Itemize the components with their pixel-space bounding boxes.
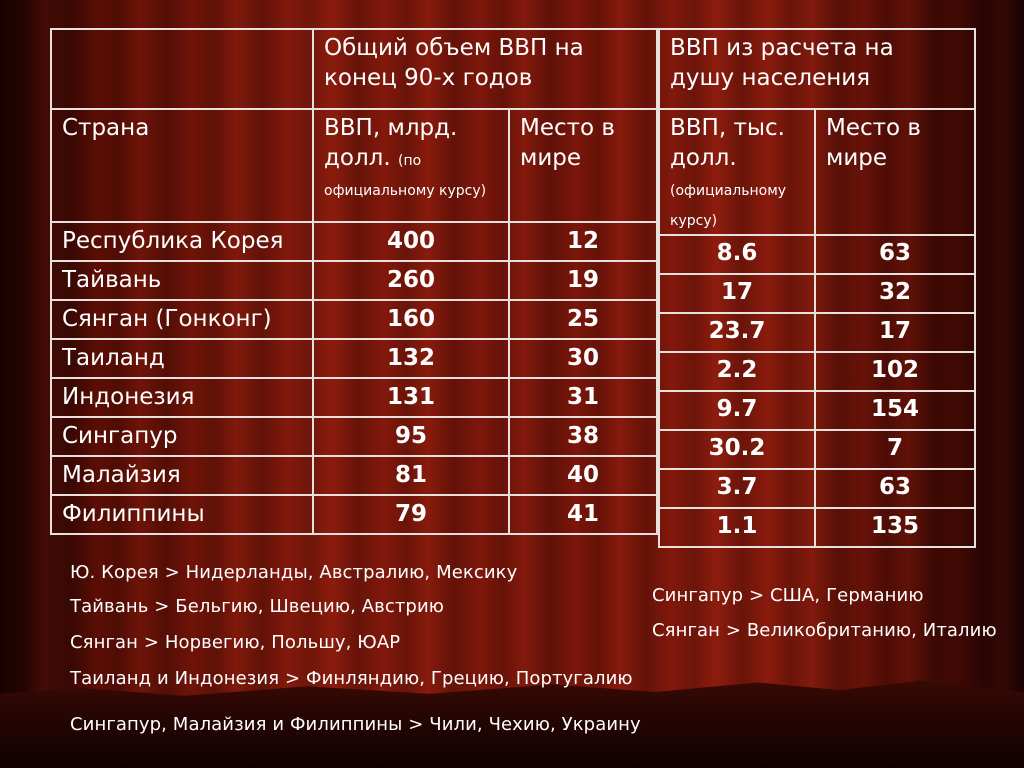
country-cell: Малайзия (51, 456, 313, 495)
per-capita-place-cell: 154 (815, 391, 975, 430)
table-row: 1.1 135 (659, 508, 975, 547)
per-capita-gdp-table: ВВП из расчета на душу населения ВВП, ты… (658, 28, 976, 548)
world-place-header: Место в мире (509, 109, 657, 222)
per-capita-place-cell: 63 (815, 235, 975, 274)
gdp-billion-cell: 131 (313, 378, 509, 417)
gdp-billion-cell: 95 (313, 417, 509, 456)
gdp-per-capita-cell: 2.2 (659, 352, 815, 391)
total-gdp-group-header: Общий объем ВВП на конец 90-х годов (313, 29, 657, 109)
world-place-cell: 31 (509, 378, 657, 417)
table-row: Тайвань 260 19 (51, 261, 657, 300)
world-place-cell: 19 (509, 261, 657, 300)
country-cell: Филиппины (51, 495, 313, 534)
table-row: 17 32 (659, 274, 975, 313)
note-hongkong: Сянган > Норвегию, Польшу, ЮАР (70, 632, 400, 653)
gdp-per-capita-cell: 23.7 (659, 313, 815, 352)
table-row: 2.2 102 (659, 352, 975, 391)
gdp-billion-cell: 400 (313, 222, 509, 261)
country-cell: Тайвань (51, 261, 313, 300)
gdp-per-capita-cell: 3.7 (659, 469, 815, 508)
gdp-thousand-header: ВВП, тыс. долл. (официальному курсу) (659, 109, 815, 235)
country-cell: Таиланд (51, 339, 313, 378)
gdp-thousand-header-note: (официальному курсу) (670, 183, 786, 229)
per-capita-place-cell: 7 (815, 430, 975, 469)
table-row: 8.6 63 (659, 235, 975, 274)
gdp-billion-cell: 160 (313, 300, 509, 339)
note-korea: Ю. Корея > Нидерланды, Австралию, Мексик… (70, 562, 517, 583)
table-row: Индонезия 131 31 (51, 378, 657, 417)
note-taiwan: Тайвань > Бельгию, Швецию, Австрию (70, 596, 444, 617)
gdp-per-capita-cell: 17 (659, 274, 815, 313)
gdp-billion-header-label: ВВП, млрд. долл. (324, 115, 457, 171)
per-capita-place-cell: 32 (815, 274, 975, 313)
table-row: Таиланд 132 30 (51, 339, 657, 378)
world-place-cell: 12 (509, 222, 657, 261)
world-place-cell: 30 (509, 339, 657, 378)
table-row: 23.7 17 (659, 313, 975, 352)
gdp-billion-cell: 132 (313, 339, 509, 378)
world-place-cell: 38 (509, 417, 657, 456)
per-capita-place-cell: 102 (815, 352, 975, 391)
world-place-cell: 25 (509, 300, 657, 339)
gdp-per-capita-cell: 9.7 (659, 391, 815, 430)
per-capita-place-cell: 63 (815, 469, 975, 508)
note-thailand-indonesia: Таиланд и Индонезия > Финляндию, Грецию,… (70, 668, 633, 689)
total-gdp-table: Общий объем ВВП на конец 90-х годов Стра… (50, 28, 658, 535)
country-cell: Республика Корея (51, 222, 313, 261)
table-row: Сингапур 95 38 (51, 417, 657, 456)
gdp-per-capita-cell: 30.2 (659, 430, 815, 469)
gdp-per-capita-cell: 1.1 (659, 508, 815, 547)
gdp-thousand-header-label: ВВП, тыс. долл. (670, 115, 785, 171)
country-cell: Сянган (Гонконг) (51, 300, 313, 339)
country-cell: Индонезия (51, 378, 313, 417)
table-row: 30.2 7 (659, 430, 975, 469)
table-row: Малайзия 81 40 (51, 456, 657, 495)
gdp-billion-cell: 260 (313, 261, 509, 300)
table-row: Филиппины 79 41 (51, 495, 657, 534)
table-row: Республика Корея 400 12 (51, 222, 657, 261)
gdp-billion-cell: 81 (313, 456, 509, 495)
gdp-billion-header: ВВП, млрд. долл. (по официальному курсу) (313, 109, 509, 222)
world-place-cell: 40 (509, 456, 657, 495)
country-header: Страна (51, 109, 313, 222)
country-cell: Сингапур (51, 417, 313, 456)
note-singapore-per-capita: Сингапур > США, Германию (652, 585, 924, 606)
per-capita-group-header: ВВП из расчета на душу населения (659, 29, 975, 109)
note-hongkong-per-capita: Сянган > Великобританию, Италию (652, 620, 997, 641)
table-row: Сянган (Гонконг) 160 25 (51, 300, 657, 339)
empty-corner-cell (51, 29, 313, 109)
note-singapore-malaysia-philippines: Сингапур, Малайзия и Филиппины > Чили, Ч… (70, 714, 641, 735)
per-capita-place-header: Место в мире (815, 109, 975, 235)
table-row: 3.7 63 (659, 469, 975, 508)
gdp-per-capita-cell: 8.6 (659, 235, 815, 274)
world-place-cell: 41 (509, 495, 657, 534)
per-capita-place-cell: 17 (815, 313, 975, 352)
gdp-billion-cell: 79 (313, 495, 509, 534)
per-capita-place-cell: 135 (815, 508, 975, 547)
table-row: 9.7 154 (659, 391, 975, 430)
